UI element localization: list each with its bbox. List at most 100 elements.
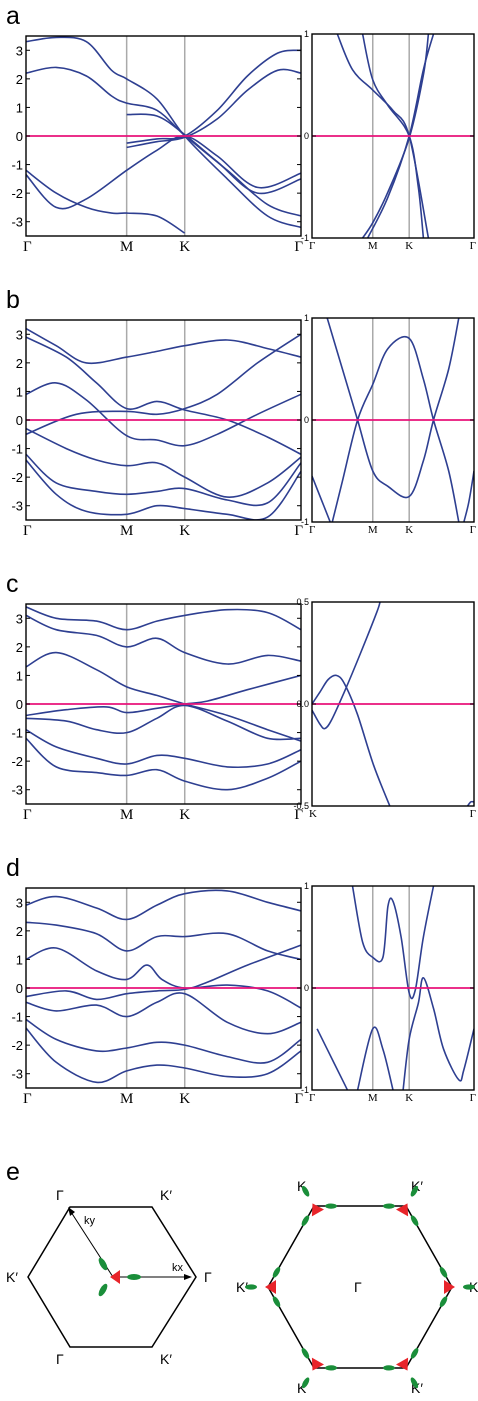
- y-tick-label: -3: [11, 215, 23, 230]
- pocket-icon: [410, 1347, 419, 1359]
- plot-area: [312, 886, 474, 1090]
- y-tick-label: 1: [16, 100, 23, 115]
- pocket-icon: [410, 1185, 419, 1197]
- panel-label-c: c: [6, 570, 19, 598]
- band-line: [356, 1026, 394, 1090]
- y-tick-label: 1: [16, 384, 23, 399]
- band-line: [26, 336, 301, 456]
- kx-label: kx: [172, 1262, 184, 1274]
- band-line: [466, 800, 474, 806]
- y-tick-label: 3: [16, 611, 23, 626]
- band-line: [26, 921, 301, 961]
- bz-right-center-label: Γ: [354, 1279, 362, 1295]
- pocket-icon: [439, 1296, 448, 1308]
- y-tick-label: -1: [11, 1010, 23, 1025]
- y-tick-label: -2: [11, 470, 23, 485]
- plot-area: [312, 34, 474, 238]
- kpoint-label: Γ: [294, 523, 303, 539]
- y-tick-label: -1: [301, 233, 309, 243]
- band-line: [26, 36, 301, 229]
- band-line: [26, 135, 301, 210]
- kpoint-label: M: [368, 1092, 378, 1104]
- kpoint-label: K: [309, 808, 317, 820]
- y-tick-label: 0: [16, 981, 23, 996]
- kpoint-label: M: [368, 240, 378, 252]
- pocket-icon: [439, 1266, 448, 1278]
- y-tick-label: 0: [16, 697, 23, 712]
- pocket-icon: [410, 1377, 419, 1389]
- panel-label-e: e: [6, 1158, 20, 1186]
- band-line: [26, 1018, 301, 1064]
- band-line: [312, 475, 331, 522]
- pocket-icon: [410, 1215, 419, 1227]
- y-tick-label: -3: [11, 499, 23, 514]
- y-tick-label: 1: [304, 881, 309, 891]
- band-line: [312, 602, 381, 730]
- band-chart-d-zoom: 10-1Γ M K Γ: [301, 881, 476, 1104]
- pocket-icon: [301, 1377, 310, 1389]
- band-line: [26, 992, 301, 1035]
- y-tick-label: -2: [11, 754, 23, 769]
- dirac-triangle-icon: [396, 1357, 409, 1371]
- y-tick-label: 3: [16, 327, 23, 342]
- kpoint-label: Γ: [23, 1091, 32, 1107]
- y-tick-label: 2: [16, 72, 23, 87]
- kpoint-label: K: [179, 807, 190, 823]
- kpoint-label: Γ: [470, 1092, 476, 1104]
- panel-label-d: d: [6, 854, 20, 882]
- kpoint-label: Γ: [309, 240, 315, 252]
- panel-label-a: a: [6, 2, 20, 30]
- bz-left-vertex-left: K′: [6, 1269, 18, 1285]
- dirac-triangle-icon: [311, 1203, 324, 1217]
- band-line: [126, 113, 301, 195]
- kpoint-label: K: [405, 240, 413, 252]
- kpoint-label: K: [405, 1092, 413, 1104]
- band-line: [26, 737, 301, 791]
- pocket-icon: [301, 1347, 310, 1359]
- pocket-icon: [301, 1215, 310, 1227]
- y-tick-label: 0: [16, 413, 23, 428]
- kpoint-label: Γ: [309, 1092, 315, 1104]
- y-tick-label: 1: [16, 668, 23, 683]
- band-chart-a-zoom: 10-1Γ M K Γ: [301, 29, 476, 252]
- band-chart-b-zoom: 10-1Γ M K Γ: [301, 313, 476, 536]
- y-tick-label: -1: [11, 158, 23, 173]
- bz-left-vertex-right: Γ: [204, 1269, 212, 1285]
- band-line: [26, 169, 186, 234]
- kpoint-label: M: [120, 1091, 133, 1107]
- y-tick-label: -1: [11, 442, 23, 457]
- ky-label: ky: [84, 1215, 96, 1227]
- band-line: [26, 889, 301, 921]
- band-line: [331, 335, 460, 522]
- right-bz-decor: [245, 1185, 475, 1389]
- band-line: [26, 944, 301, 1001]
- plot-area: [312, 318, 474, 522]
- band-line: [316, 1028, 349, 1090]
- band-line: [26, 729, 301, 769]
- y-tick-label: 0.0: [296, 699, 309, 709]
- kpoint-label: K: [179, 523, 190, 539]
- dirac-triangle-icon: [444, 1280, 455, 1294]
- band-line: [351, 886, 435, 1000]
- y-tick-label: 0: [304, 415, 309, 425]
- kpoint-label: Γ: [294, 239, 303, 255]
- band-line: [26, 1027, 301, 1084]
- band-line: [26, 651, 301, 742]
- y-tick-label: -1: [11, 726, 23, 741]
- kpoint-label: Γ: [23, 807, 32, 823]
- kpoint-label: K: [179, 239, 190, 255]
- band-line: [26, 427, 301, 498]
- y-tick-label: 0.5: [296, 597, 309, 607]
- y-tick-label: 2: [16, 356, 23, 371]
- plot-area: [312, 602, 474, 806]
- bz-left-vertex-bottom-right: K′: [160, 1351, 172, 1367]
- kpoint-label: K: [405, 524, 413, 536]
- kx-arrow-head-icon: [184, 1274, 192, 1280]
- pocket-icon: [463, 1284, 475, 1290]
- pocket-icon: [272, 1296, 281, 1308]
